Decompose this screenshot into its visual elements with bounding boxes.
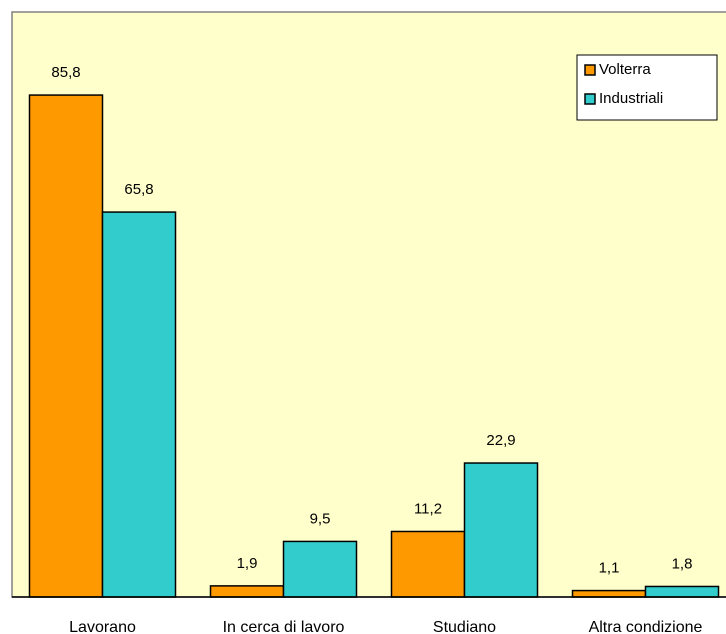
value-label: 11,2 <box>414 500 442 517</box>
value-label: 22,9 <box>486 432 515 449</box>
x-tick-label: In cerca di lavoro <box>223 619 345 634</box>
legend-box <box>576 54 718 121</box>
x-tick-label: Studiano <box>433 619 496 634</box>
bar <box>644 585 720 598</box>
legend-label: Industriali <box>599 90 663 107</box>
bar <box>463 462 539 598</box>
x-tick-label: Lavorano <box>69 619 136 634</box>
value-label: 1,1 <box>599 560 620 577</box>
bar <box>282 540 358 598</box>
x-tick-label: Altra condizione <box>589 619 703 634</box>
bar <box>101 211 177 598</box>
legend-label: Volterra <box>599 61 651 78</box>
bar <box>571 589 647 598</box>
bar <box>28 94 104 598</box>
value-label: 1,9 <box>237 555 258 572</box>
value-label: 85,8 <box>51 64 80 81</box>
legend-swatch <box>584 93 596 105</box>
value-label: 65,8 <box>124 181 153 198</box>
bar <box>209 585 285 598</box>
value-label: 1,8 <box>672 555 693 572</box>
legend-swatch <box>584 64 596 76</box>
bar <box>390 530 466 598</box>
value-label: 9,5 <box>310 510 331 527</box>
